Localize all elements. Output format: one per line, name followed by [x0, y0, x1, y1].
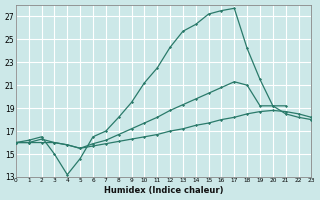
X-axis label: Humidex (Indice chaleur): Humidex (Indice chaleur) — [104, 186, 223, 195]
